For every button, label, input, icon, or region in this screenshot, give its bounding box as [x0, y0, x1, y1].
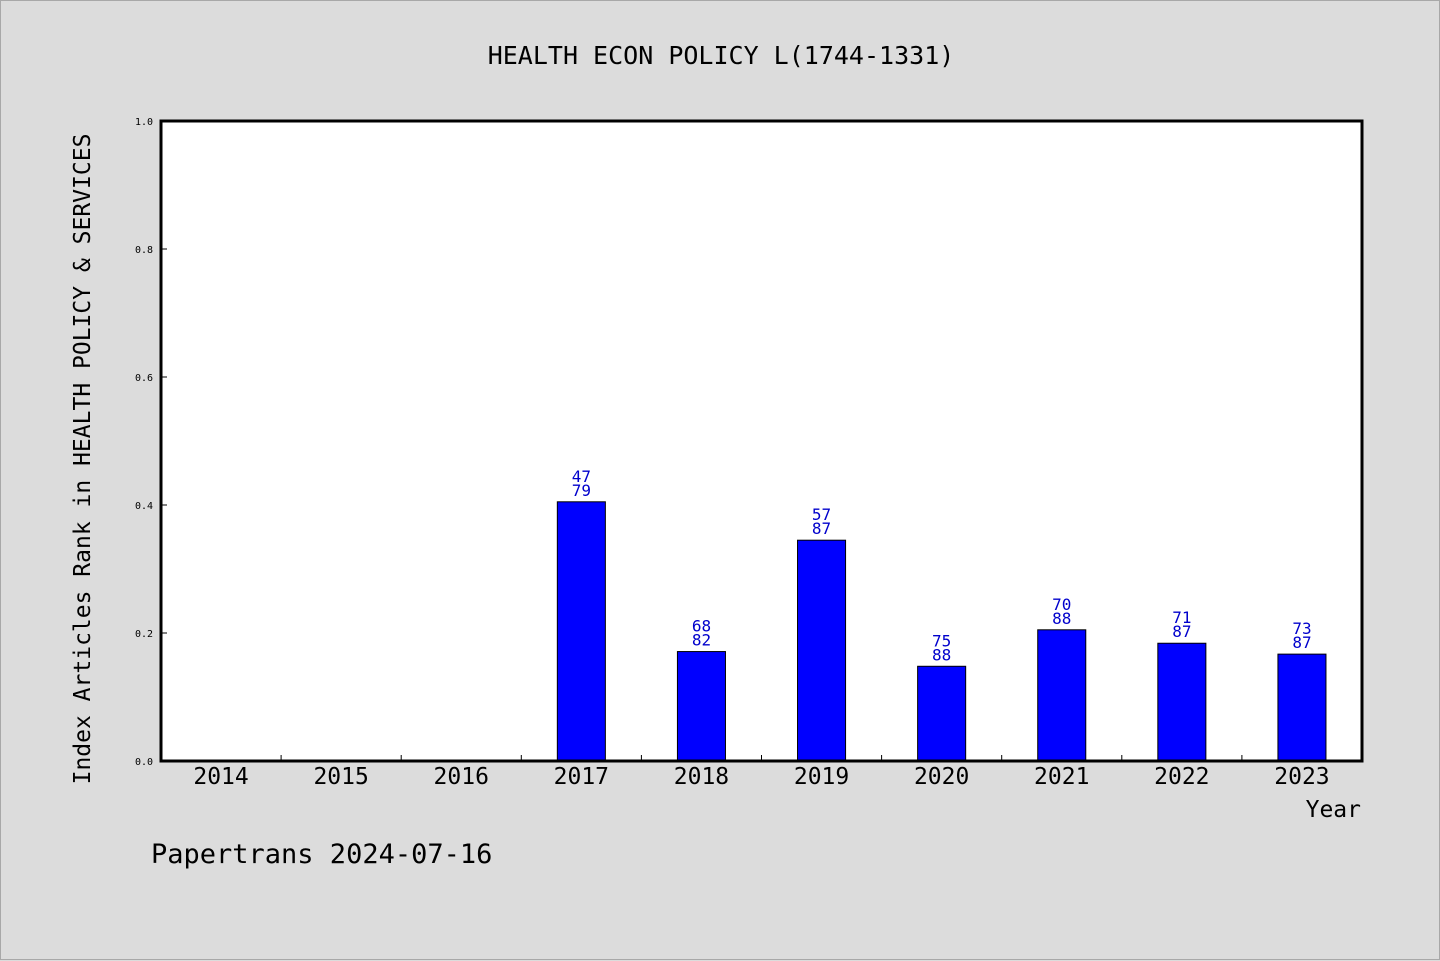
bar-2020 — [917, 665, 967, 762]
x-axis-label: Year — [1306, 797, 1361, 823]
plot-border — [159, 119, 1364, 763]
x-axis-ticks: 2014 2015 2016 2017 2018 2019 2020 2021 2022 2023 — [193, 755, 1330, 790]
x-tick-label: 2022 — [1154, 764, 1209, 790]
bar-label-bottom: 88 — [1052, 609, 1071, 628]
y-tick-label: 0.2 — [135, 629, 153, 640]
y-tick-label: 0.4 — [135, 501, 153, 512]
bar-label-top: 68 — [692, 617, 711, 636]
bar-2022 — [1157, 642, 1207, 762]
bar-label-top: 70 — [1052, 595, 1071, 614]
bar-2019 — [797, 539, 847, 762]
bar-2023 — [1277, 653, 1327, 762]
y-tick-label: 0.8 — [135, 245, 153, 256]
bar-2021 — [1037, 629, 1087, 762]
x-tick-label: 2017 — [554, 764, 609, 790]
x-tick-label: 2021 — [1034, 764, 1089, 790]
x-tick-label: 2016 — [434, 764, 489, 790]
x-tick-label: 2019 — [794, 764, 849, 790]
bar-2018 — [676, 651, 726, 762]
bar-label-bottom: 82 — [692, 631, 711, 650]
y-tick-label: 0.6 — [135, 373, 153, 384]
bar-label-bottom: 87 — [1292, 633, 1311, 652]
y-tick-label: 1.0 — [135, 117, 153, 128]
x-tick-label: 2015 — [313, 764, 368, 790]
bar-label-bottom: 88 — [932, 645, 951, 664]
y-axis-label: Index Articles Rank in HEALTH POLICY & S… — [70, 134, 96, 785]
footer-watermark: Papertrans 2024-07-16 — [151, 839, 492, 870]
bar-label-top: 57 — [812, 505, 831, 524]
y-tick-label: 0.0 — [135, 757, 153, 768]
x-tick-label: 2020 — [914, 764, 969, 790]
bar-label-bottom: 87 — [812, 519, 831, 538]
x-tick-label: 2014 — [193, 764, 248, 790]
bar-label-top: 73 — [1292, 619, 1311, 638]
bar-label-top: 75 — [932, 631, 951, 650]
bar-2017 — [556, 501, 606, 762]
chart-title: HEALTH ECON POLICY L(1744-1331) — [488, 41, 955, 70]
bar-label-top: 47 — [572, 467, 591, 486]
bar-label-top: 71 — [1172, 608, 1191, 627]
bars-group — [556, 501, 1327, 762]
x-tick-label: 2018 — [674, 764, 729, 790]
bar-label-bottom: 79 — [572, 481, 591, 500]
x-tick-label: 2023 — [1274, 764, 1329, 790]
bar-label-bottom: 87 — [1172, 622, 1191, 641]
